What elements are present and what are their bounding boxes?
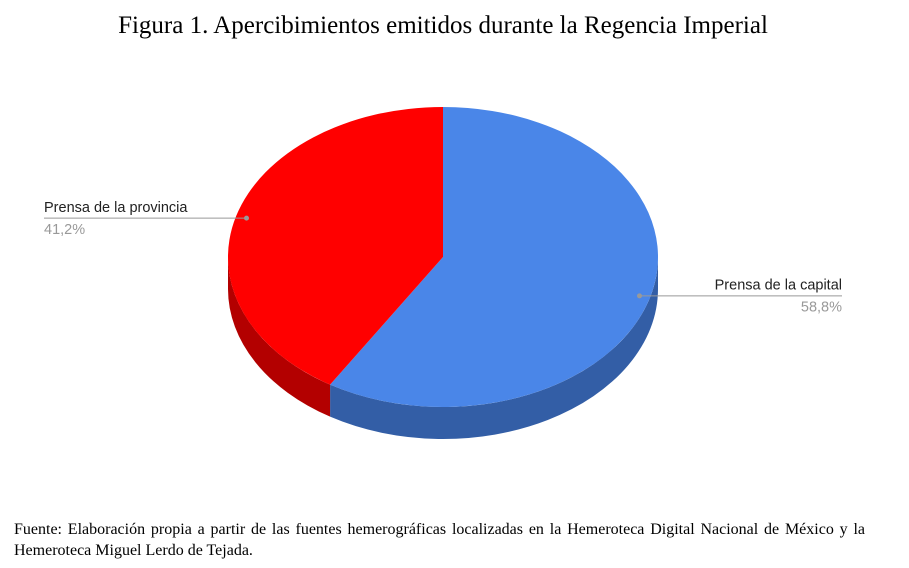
value-label: 58,8% [801, 300, 842, 316]
slice-side [228, 257, 331, 417]
slice-side [330, 257, 658, 439]
legend-label: Prensa de la capital [715, 278, 842, 294]
chart: Figura 1. Apercibimientos emitidos duran… [44, 12, 842, 439]
legend-label: Prensa de la provincia [44, 200, 188, 216]
leader-dot [244, 215, 250, 221]
chart-title: Figura 1. Apercibimientos emitidos duran… [118, 12, 768, 39]
source-note: Fuente: Elaboración propia a partir de l… [14, 521, 865, 559]
value-label: 41,2% [44, 222, 85, 238]
leader-dot [636, 293, 642, 299]
slice [227, 107, 443, 385]
slice [330, 107, 658, 407]
